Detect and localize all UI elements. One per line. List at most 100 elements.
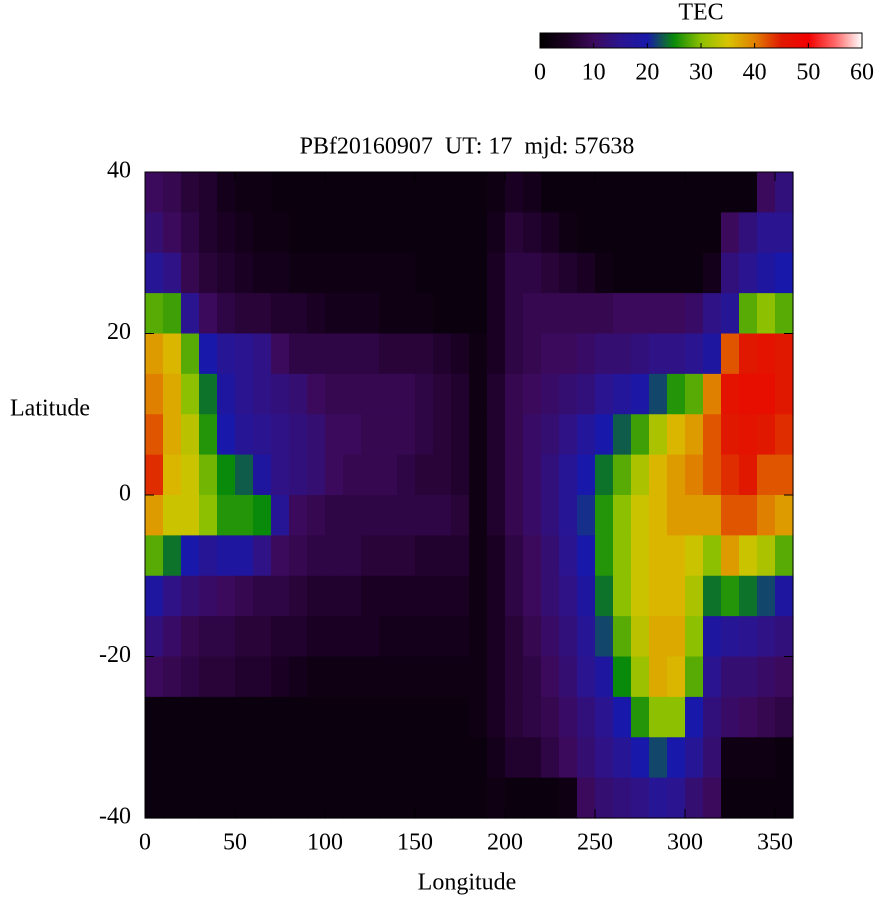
heatmap-cell xyxy=(307,414,326,456)
heatmap-cell xyxy=(451,696,470,738)
heatmap-cell xyxy=(667,454,686,496)
heatmap-cell xyxy=(217,777,236,819)
heatmap-cell xyxy=(415,495,434,536)
heatmap-cell xyxy=(649,696,668,738)
heatmap-cell xyxy=(415,575,434,617)
heatmap-cell xyxy=(217,575,236,617)
heatmap-cell xyxy=(451,212,470,254)
heatmap-cell xyxy=(325,696,344,738)
heatmap-cell xyxy=(379,575,398,617)
heatmap-cell xyxy=(181,616,200,658)
heatmap-cell xyxy=(613,212,632,254)
heatmap-cell xyxy=(397,616,416,658)
heatmap-cell xyxy=(721,293,740,335)
heatmap-cell xyxy=(199,777,218,819)
heatmap-cell xyxy=(577,656,596,698)
heatmap-cell xyxy=(397,575,416,617)
y-tick-label: -40 xyxy=(99,804,131,830)
heatmap-cell xyxy=(361,616,380,658)
heatmap-cell xyxy=(199,575,218,617)
heatmap-cell xyxy=(181,293,200,335)
heatmap-cell xyxy=(577,495,596,536)
heatmap-cell xyxy=(721,212,740,254)
heatmap-cell xyxy=(739,373,758,415)
heatmap-cell xyxy=(703,656,722,698)
heatmap-cell xyxy=(397,454,416,496)
heatmap-cell xyxy=(613,414,632,456)
heatmap-cell xyxy=(631,293,650,335)
heatmap-cell xyxy=(145,777,164,819)
heatmap-cell xyxy=(595,172,614,213)
heatmap-cell xyxy=(199,172,218,213)
heatmap-cell xyxy=(145,575,164,617)
heatmap-cell xyxy=(541,777,560,819)
heatmap-cell xyxy=(757,293,776,335)
heatmap-cell xyxy=(703,575,722,617)
y-tick-label: 20 xyxy=(107,319,131,345)
heatmap-cell xyxy=(523,333,542,375)
heatmap-cell xyxy=(667,252,686,294)
heatmap-cell xyxy=(505,172,524,213)
heatmap-cell xyxy=(199,414,218,456)
heatmap-cell xyxy=(145,737,164,779)
heatmap-cell xyxy=(757,575,776,617)
heatmap-cell xyxy=(649,454,668,496)
heatmap-cell xyxy=(307,737,326,779)
heatmap-cell xyxy=(523,172,542,213)
heatmap-cell xyxy=(253,454,272,496)
heatmap-cell xyxy=(469,454,488,496)
heatmap-cell xyxy=(217,737,236,779)
heatmap-cell xyxy=(145,454,164,496)
heatmap-cell xyxy=(379,777,398,819)
colorbar-tick-label: 50 xyxy=(796,60,820,86)
heatmap-cell xyxy=(757,495,776,536)
heatmap-cell xyxy=(415,172,434,213)
heatmap-cell xyxy=(343,293,362,335)
heatmap-cell xyxy=(775,495,794,536)
heatmap-cell xyxy=(163,293,182,335)
heatmap-cell xyxy=(631,454,650,496)
heatmap-cell xyxy=(397,535,416,577)
heatmap-cell xyxy=(181,696,200,738)
heatmap-cell xyxy=(541,333,560,375)
heatmap-cell xyxy=(145,656,164,698)
heatmap-cell xyxy=(217,414,236,456)
heatmap-cell xyxy=(631,212,650,254)
heatmap-cell xyxy=(577,454,596,496)
heatmap-cell xyxy=(487,737,506,779)
heatmap-cell xyxy=(487,212,506,254)
heatmap-cell xyxy=(559,656,578,698)
heatmap-cell xyxy=(163,696,182,738)
heatmap-cell xyxy=(199,212,218,254)
heatmap-cell xyxy=(595,212,614,254)
heatmap-cell xyxy=(145,696,164,738)
heatmap-cell xyxy=(325,252,344,294)
heatmap-cell xyxy=(271,293,290,335)
heatmap-cell xyxy=(595,333,614,375)
heatmap-cell xyxy=(325,616,344,658)
heatmap-cell xyxy=(415,737,434,779)
heatmap-cell xyxy=(343,333,362,375)
heatmap-cell xyxy=(145,212,164,254)
heatmap-cell xyxy=(523,252,542,294)
heatmap-cell xyxy=(631,737,650,779)
x-tick-label: 200 xyxy=(487,830,523,856)
heatmap-cell xyxy=(469,333,488,375)
heatmap-cell xyxy=(487,575,506,617)
heatmap-cell xyxy=(433,777,452,819)
heatmap-cell xyxy=(451,535,470,577)
heatmap-cell xyxy=(613,293,632,335)
heatmap-cell xyxy=(775,172,794,213)
heatmap-cell xyxy=(595,373,614,415)
heatmap-cell xyxy=(775,535,794,577)
colorbar-tick-label: 0 xyxy=(534,60,546,86)
heatmap-cell xyxy=(649,252,668,294)
heatmap-cell xyxy=(685,495,704,536)
heatmap-cell xyxy=(163,333,182,375)
heatmap-cell xyxy=(253,535,272,577)
heatmap-cell xyxy=(181,777,200,819)
heatmap-cell xyxy=(343,212,362,254)
heatmap-cell xyxy=(397,696,416,738)
heatmap-cell xyxy=(271,535,290,577)
heatmap-cell xyxy=(451,172,470,213)
